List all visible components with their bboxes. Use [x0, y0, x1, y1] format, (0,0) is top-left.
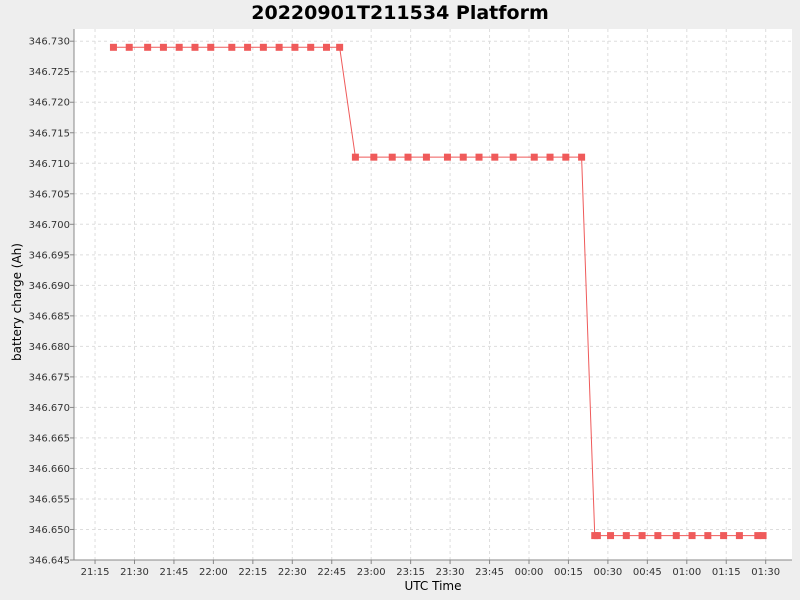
data-point — [459, 153, 467, 161]
data-point — [475, 153, 483, 161]
data-point — [351, 153, 359, 161]
x-tick-label: 22:30 — [278, 567, 307, 578]
y-tick-label: 346.655 — [29, 494, 70, 505]
data-point — [175, 43, 183, 51]
y-tick-label: 346.675 — [29, 372, 70, 383]
data-point — [207, 43, 215, 51]
y-tick-label: 346.700 — [29, 220, 70, 231]
y-tick-label: 346.710 — [29, 159, 70, 170]
data-point — [322, 43, 330, 51]
data-point — [307, 43, 315, 51]
data-point — [370, 153, 378, 161]
data-point — [578, 153, 586, 161]
data-point — [244, 43, 252, 51]
x-axis-label: UTC Time — [405, 579, 462, 593]
x-tick-label: 00:45 — [633, 567, 662, 578]
y-tick-label: 346.695 — [29, 250, 70, 261]
x-tick-label: 21:45 — [160, 567, 189, 578]
y-tick-label: 346.665 — [29, 433, 70, 444]
x-tick-label: 22:15 — [238, 567, 267, 578]
data-point — [546, 153, 554, 161]
x-tick-label: 01:00 — [672, 567, 701, 578]
x-tick-label: 00:30 — [593, 567, 622, 578]
x-tick-label: 01:15 — [712, 567, 741, 578]
x-tick-label: 22:00 — [199, 567, 228, 578]
x-tick-label: 23:00 — [357, 567, 386, 578]
x-tick-label: 23:45 — [475, 567, 504, 578]
data-point — [607, 532, 615, 540]
data-point — [259, 43, 267, 51]
data-point — [159, 43, 167, 51]
data-point — [125, 43, 133, 51]
y-tick-label: 346.650 — [29, 525, 70, 536]
data-point — [491, 153, 499, 161]
y-tick-label: 346.670 — [29, 403, 70, 414]
data-point — [144, 43, 152, 51]
data-point — [704, 532, 712, 540]
data-point — [754, 532, 762, 540]
data-point — [109, 43, 117, 51]
data-point — [336, 43, 344, 51]
y-tick-label: 346.680 — [29, 342, 70, 353]
data-point — [759, 532, 767, 540]
y-tick-label: 346.715 — [29, 128, 70, 139]
x-tick-label: 21:30 — [120, 567, 149, 578]
y-tick-label: 346.730 — [29, 37, 70, 48]
y-tick-label: 346.725 — [29, 67, 70, 78]
y-tick-label: 346.645 — [29, 556, 70, 567]
x-tick-label: 00:00 — [515, 567, 544, 578]
x-tick-label: 01:30 — [751, 567, 780, 578]
data-point — [688, 532, 696, 540]
data-point — [654, 532, 662, 540]
data-point — [291, 43, 299, 51]
grid-layer — [74, 29, 792, 561]
y-tick-label: 346.690 — [29, 281, 70, 292]
data-point — [530, 153, 538, 161]
data-point — [422, 153, 430, 161]
data-point — [638, 532, 646, 540]
data-point — [562, 153, 570, 161]
y-tick-label: 346.705 — [29, 189, 70, 200]
x-tick-label: 23:15 — [396, 567, 425, 578]
y-tick-label: 346.685 — [29, 311, 70, 322]
data-point — [443, 153, 451, 161]
y-axis-label: battery charge (Ah) — [10, 243, 24, 361]
x-tick-label: 22:45 — [317, 567, 346, 578]
data-point — [275, 43, 283, 51]
tick-layer: 21:15 21:30 21:45 22:00 22:15 22:30 22:45 23:00… — [29, 37, 780, 578]
x-tick-label: 00:15 — [554, 567, 583, 578]
data-point — [404, 153, 412, 161]
chart-title: 20220901T211534 Platform — [251, 2, 549, 24]
data-point — [672, 532, 680, 540]
data-point — [509, 153, 517, 161]
data-point — [228, 43, 236, 51]
y-tick-label: 346.660 — [29, 464, 70, 475]
data-point — [191, 43, 199, 51]
data-point — [622, 532, 630, 540]
data-point — [388, 153, 396, 161]
x-tick-label: 21:15 — [81, 567, 110, 578]
y-tick-label: 346.720 — [29, 98, 70, 109]
data-point — [593, 532, 601, 540]
plot-area — [74, 29, 792, 560]
x-tick-label: 23:30 — [436, 567, 465, 578]
series-layer — [109, 43, 767, 540]
data-point — [720, 532, 728, 540]
data-point — [735, 532, 743, 540]
